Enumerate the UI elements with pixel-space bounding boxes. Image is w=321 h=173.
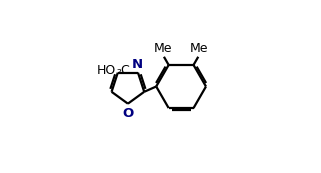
Text: HO: HO	[97, 64, 117, 77]
Text: Me: Me	[154, 42, 172, 55]
Text: N: N	[132, 58, 143, 71]
Text: O: O	[122, 107, 134, 120]
Text: ₂C: ₂C	[117, 64, 130, 77]
Text: Me: Me	[190, 42, 208, 55]
